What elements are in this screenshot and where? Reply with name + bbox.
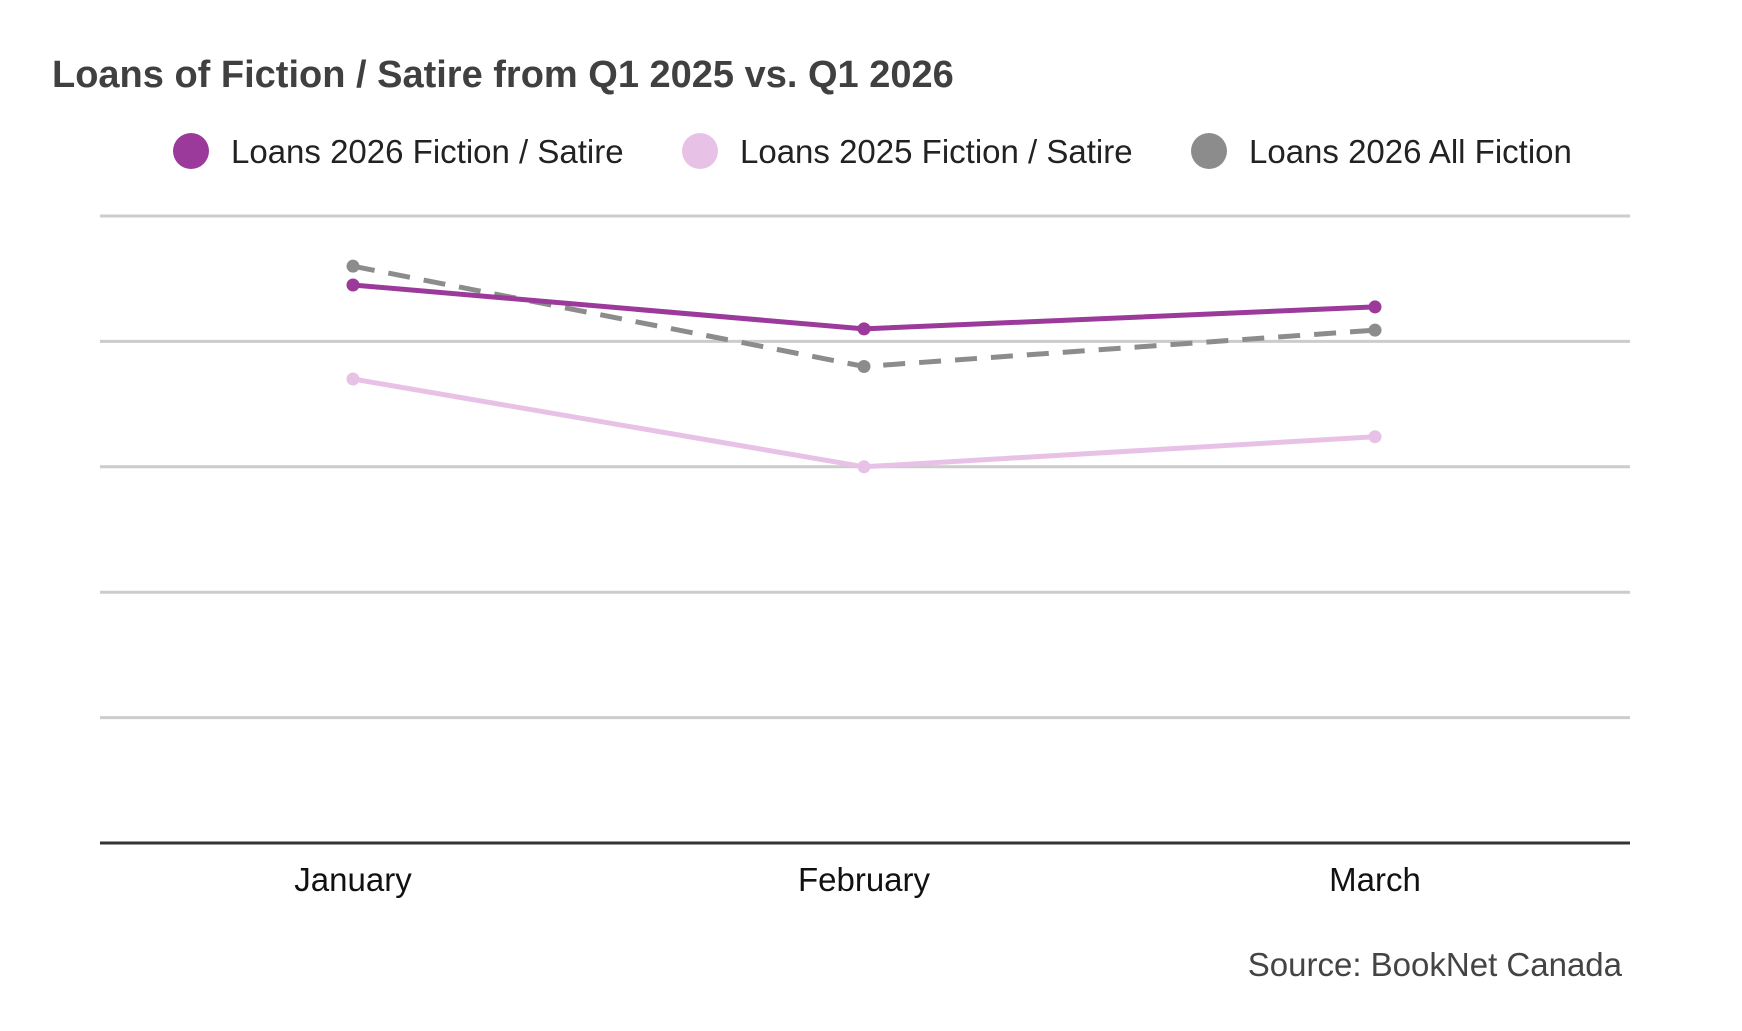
chart-title: Loans of Fiction / Satire from Q1 2025 v…	[52, 54, 954, 96]
data-point	[1368, 323, 1382, 337]
legend-label: Loans 2025 Fiction / Satire	[740, 133, 1133, 170]
series-line	[350, 376, 1378, 470]
legend-label: Loans 2026 Fiction / Satire	[231, 133, 624, 170]
data-point	[1368, 430, 1382, 444]
data-point	[1368, 300, 1382, 314]
legend-label: Loans 2026 All Fiction	[1249, 133, 1572, 170]
series-line	[352, 263, 1376, 369]
legend: Loans 2026 Fiction / Satire Loans 2025 Fi…	[173, 133, 1572, 170]
x-axis-tick-labels: January February March	[294, 861, 1421, 898]
x-tick-label: February	[798, 861, 931, 898]
x-tick-label: March	[1329, 861, 1421, 898]
legend-marker-icon	[173, 133, 209, 169]
data-point	[857, 359, 871, 373]
series-layer	[346, 259, 1382, 474]
series-2	[346, 372, 1382, 474]
legend-marker-icon	[1191, 133, 1227, 169]
data-point	[857, 460, 871, 474]
legend-item-3: Loans 2026 All Fiction	[1191, 133, 1572, 170]
x-tick-label: January	[294, 861, 412, 898]
data-point	[857, 322, 871, 336]
legend-marker-icon	[682, 133, 718, 169]
series-line	[350, 282, 1378, 332]
series-1	[346, 278, 1382, 336]
legend-item-2: Loans 2025 Fiction / Satire	[682, 133, 1133, 170]
series-3	[346, 259, 1382, 373]
data-point	[346, 278, 360, 292]
data-point	[346, 259, 360, 273]
data-point	[346, 372, 360, 386]
legend-item-1: Loans 2026 Fiction / Satire	[173, 133, 624, 170]
source-label: Source: BookNet Canada	[1248, 946, 1623, 983]
